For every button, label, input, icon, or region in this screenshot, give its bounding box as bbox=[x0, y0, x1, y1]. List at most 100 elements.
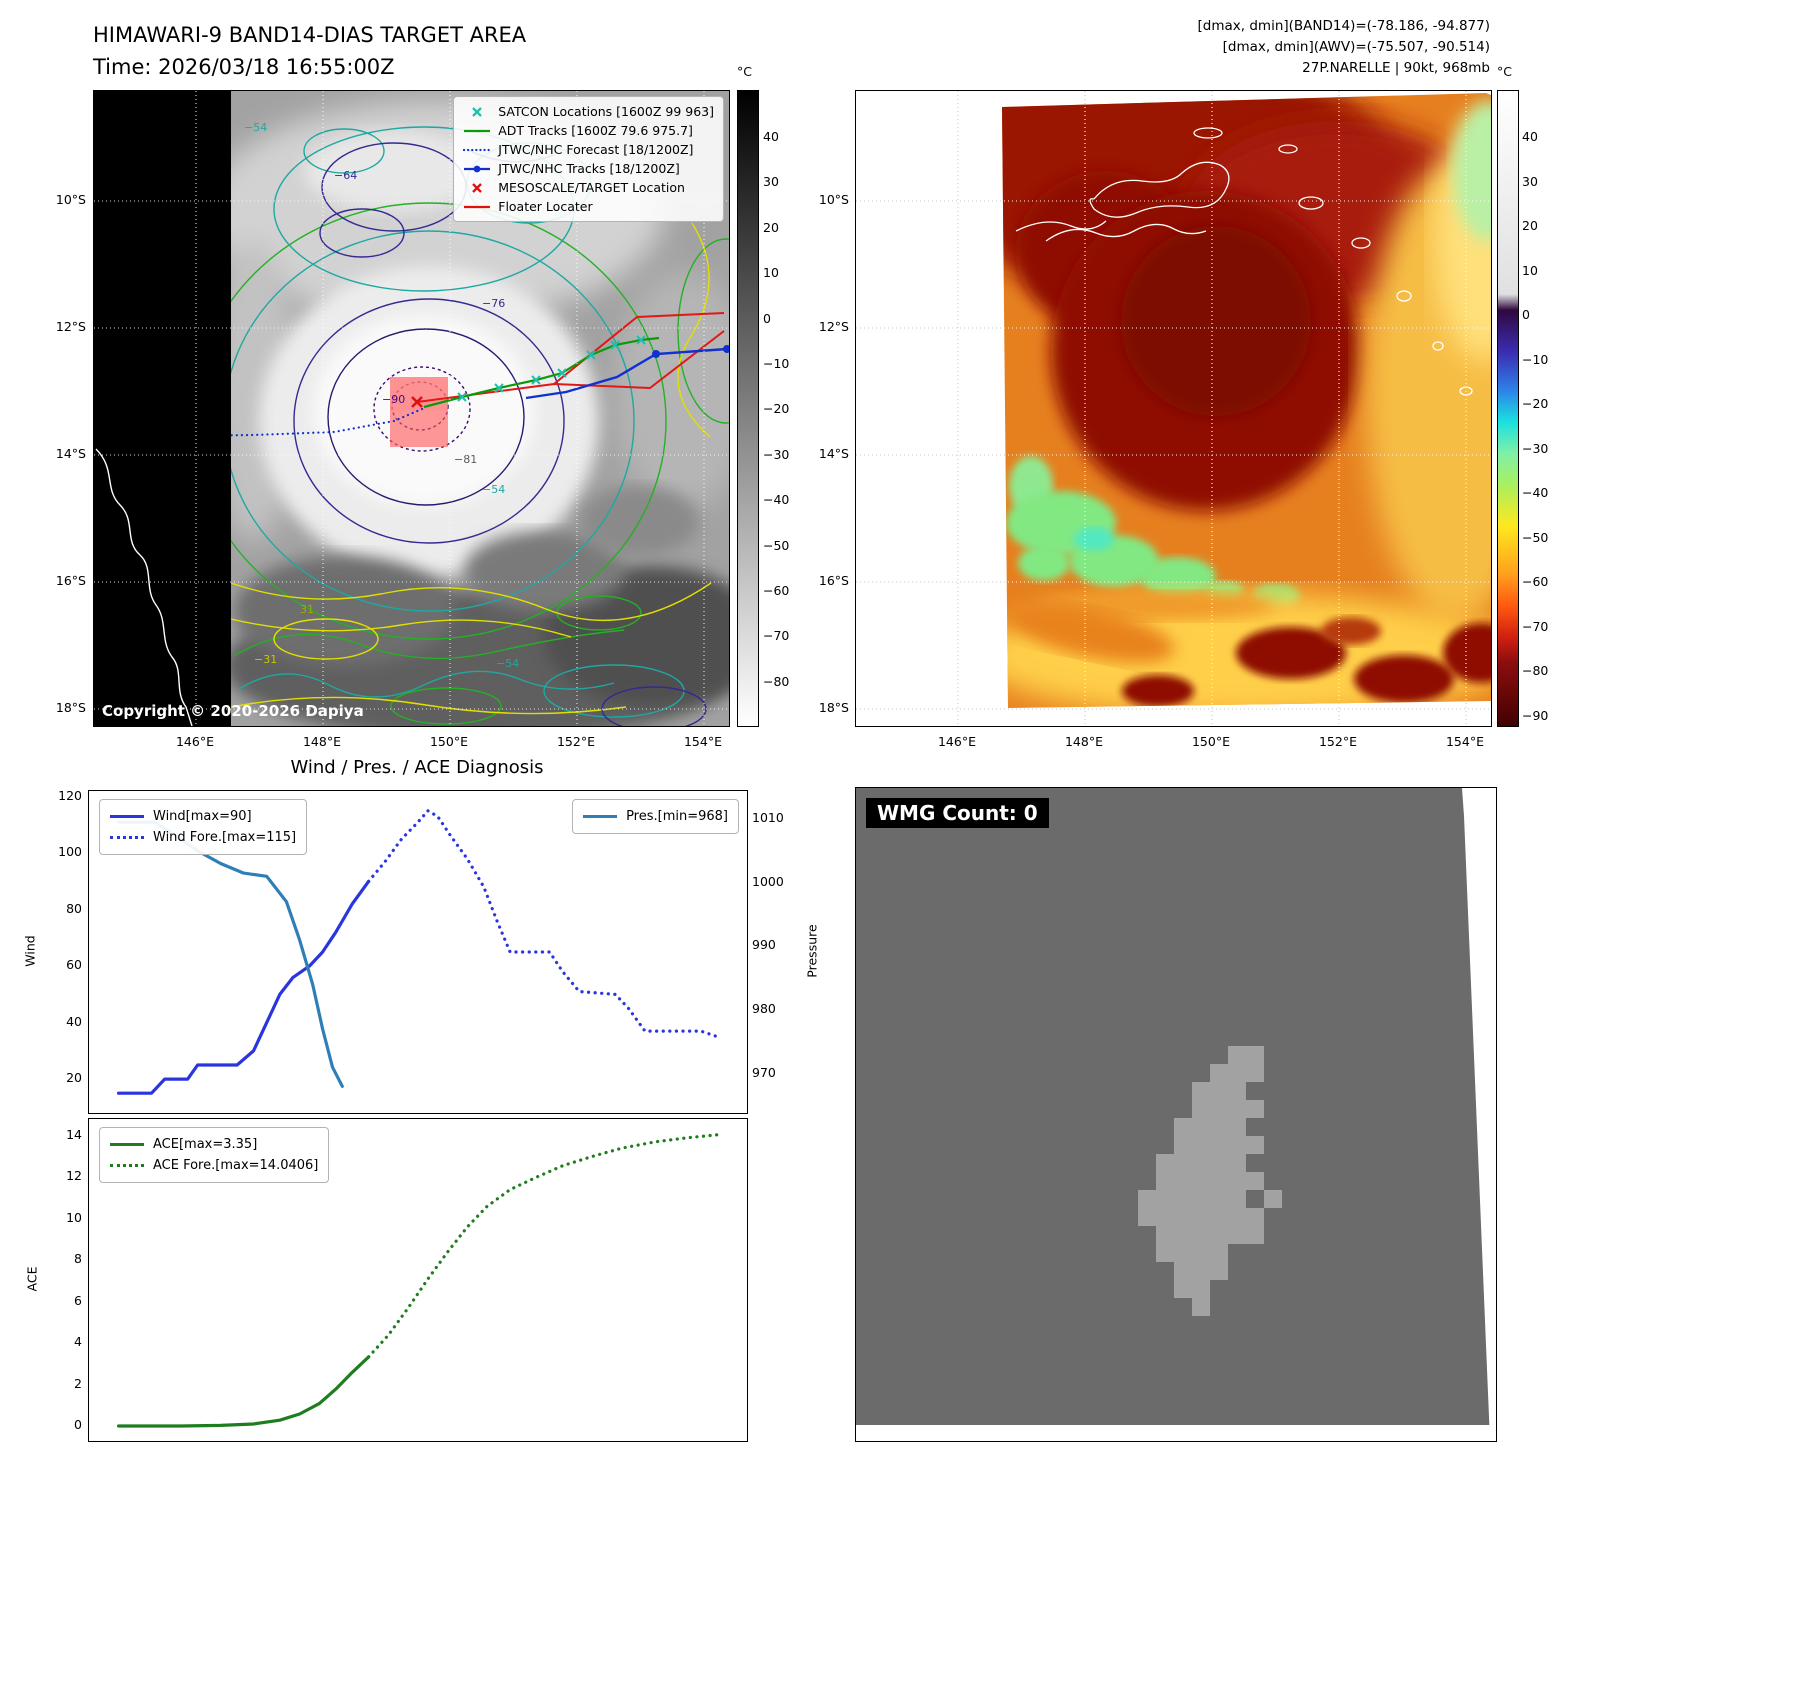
timestamp: Time: 2026/03/18 16:55:00Z bbox=[93, 54, 395, 79]
awv-colorbar-unit: °C bbox=[1497, 64, 1512, 79]
awv-colorbar bbox=[1497, 90, 1519, 727]
ace-plot bbox=[117, 1133, 720, 1428]
satcon-markers bbox=[457, 335, 646, 402]
legend-item: Wind Fore.[max=115] bbox=[110, 827, 296, 848]
colorbar-tick-label: −50 bbox=[763, 537, 790, 553]
forecast-dotted-line bbox=[231, 407, 424, 437]
colorbar-tick-label: 10 bbox=[763, 265, 779, 281]
x-marker-icon bbox=[472, 182, 483, 193]
tick-label: 980 bbox=[752, 1000, 776, 1016]
colorbar-tick-label: −50 bbox=[1522, 529, 1549, 545]
colorbar-tick-label: −40 bbox=[763, 492, 790, 508]
diagnosis-title: Wind / Pres. / ACE Diagnosis bbox=[290, 757, 544, 778]
lat-tick-label: 10°S bbox=[55, 192, 86, 207]
awv-map-panel bbox=[855, 90, 1492, 727]
legend-item: ACE[max=3.35] bbox=[110, 1134, 318, 1155]
colorbar-tick-label: 0 bbox=[1522, 307, 1530, 322]
lon-tick-label: 150°E bbox=[429, 734, 468, 749]
lon-tick-label: 154°E bbox=[683, 734, 722, 749]
map-legend-item: JTWC/NHC Forecast [18/1200Z] bbox=[463, 140, 714, 159]
tick-label: 4 bbox=[74, 1334, 82, 1350]
awv-lat-axis: 10°S 12°S 14°S 16°S 18°S bbox=[763, 90, 849, 725]
colorbar-tick-label: −10 bbox=[763, 356, 790, 371]
wmg-count-label: WMG Count: 0 bbox=[866, 798, 1049, 828]
band14-map-panel: −54 −64 −76 −90 −81 −54 −54 31 −31 SATCO… bbox=[93, 90, 730, 727]
lat-tick-label: 14°S bbox=[55, 446, 86, 461]
band14-header: HIMAWARI-9 BAND14-DIAS TARGET AREA Time:… bbox=[93, 20, 526, 83]
legend-label: Wind Fore.[max=115] bbox=[153, 830, 297, 845]
awv-raster bbox=[1002, 93, 1491, 708]
colorbar-tick-label: −90 bbox=[1522, 707, 1549, 723]
svg-text:−31: −31 bbox=[254, 653, 277, 666]
series-Pres.[min=968] bbox=[117, 820, 344, 1088]
band14-colorbar-ticks: 40 30 20 10 0 −10 −20 −30 −40 −50 −60 −70 −80 bbox=[763, 90, 807, 725]
colorbar-tick-label: −60 bbox=[1522, 574, 1549, 589]
colorbar-tick-label: 40 bbox=[763, 129, 779, 144]
dmax-dmin-band14: [dmax, dmin](BAND14)=(-78.186, -94.877) bbox=[1197, 18, 1490, 34]
svg-text:−54: −54 bbox=[496, 657, 519, 670]
series-Wind Fore.[max=115] bbox=[367, 809, 720, 1039]
map-legend: SATCON Locations [1600Z 99 963] ADT Track… bbox=[453, 96, 724, 222]
dotted-line-icon bbox=[110, 836, 144, 839]
svg-text:31: 31 bbox=[300, 603, 314, 616]
tick-label: 1010 bbox=[752, 810, 784, 825]
ace-axis-label: ACE bbox=[24, 1266, 40, 1292]
awv-lon-axis: 146°E 148°E 150°E 152°E 154°E bbox=[855, 731, 1490, 751]
tick-label: 20 bbox=[66, 1070, 82, 1086]
wind-yaxis-ticks: 20 40 60 80 100 120 bbox=[40, 787, 82, 1112]
dotted-marker-icon bbox=[463, 148, 492, 151]
lat-tick-label: 18°S bbox=[55, 700, 86, 715]
colorbar-tick-label: 20 bbox=[1522, 218, 1538, 233]
svg-text:−81: −81 bbox=[454, 453, 477, 466]
lat-tick-label: 12°S bbox=[818, 319, 849, 334]
line-icon bbox=[583, 815, 618, 818]
lon-tick-label: 148°E bbox=[302, 734, 341, 749]
x-marker-icon bbox=[472, 106, 483, 117]
legend-item: Pres.[min=968] bbox=[583, 806, 728, 827]
legend-label: ACE[max=3.35] bbox=[153, 1137, 258, 1152]
lat-tick-label: 12°S bbox=[55, 319, 86, 334]
map-legend-label: MESOSCALE/TARGET Location bbox=[498, 180, 685, 195]
lon-tick-label: 146°E bbox=[937, 734, 976, 749]
line-icon bbox=[110, 815, 144, 818]
tick-label: 8 bbox=[74, 1251, 82, 1267]
lat-tick-label: 16°S bbox=[818, 573, 849, 588]
wmg-blob bbox=[1138, 1046, 1282, 1316]
tick-label: 990 bbox=[752, 937, 776, 953]
colorbar-tick-label: −70 bbox=[1522, 618, 1549, 634]
line-marker-icon bbox=[464, 205, 491, 208]
tick-label: 1000 bbox=[752, 873, 784, 889]
storm-id-intensity: 27P.NARELLE | 90kt, 968mb bbox=[1302, 59, 1490, 76]
pressure-legend: Pres.[min=968] bbox=[572, 799, 739, 834]
awv-map-image bbox=[856, 91, 1491, 726]
tick-label: 970 bbox=[752, 1064, 776, 1080]
tick-label: 12 bbox=[66, 1168, 82, 1184]
lon-tick-label: 152°E bbox=[556, 734, 595, 749]
lat-tick-label: 10°S bbox=[818, 192, 849, 207]
tick-label: 100 bbox=[58, 844, 82, 860]
tick-label: 14 bbox=[66, 1126, 82, 1142]
lon-tick-label: 154°E bbox=[1445, 734, 1484, 749]
svg-text:−64: −64 bbox=[334, 169, 357, 182]
svg-text:−90: −90 bbox=[382, 393, 405, 406]
coastline bbox=[95, 448, 193, 726]
lat-tick-label: 14°S bbox=[818, 446, 849, 461]
map-legend-item: JTWC/NHC Tracks [18/1200Z] bbox=[463, 159, 714, 178]
awv-colorbar-ticks: 40 30 20 10 0 −10 −20 −30 −40 −50 −60 −70 −80 −90 bbox=[1522, 90, 1566, 725]
tick-label: 120 bbox=[58, 787, 82, 803]
colorbar-tick-label: −70 bbox=[763, 628, 790, 644]
storm-info-block: [dmax, dmin](BAND14)=(-78.186, -94.877) … bbox=[1198, 16, 1490, 79]
colorbar-tick-label: −60 bbox=[763, 583, 790, 598]
legend-label: Wind[max=90] bbox=[153, 809, 252, 824]
colorbar-tick-label: 10 bbox=[1522, 262, 1538, 278]
wind-axis-label: Wind bbox=[22, 935, 38, 967]
band14-lat-axis: 10°S 12°S 14°S 16°S 18°S bbox=[0, 90, 86, 725]
colorbar-tick-label: −20 bbox=[1522, 396, 1549, 411]
colorbar-tick-label: −80 bbox=[1522, 663, 1549, 678]
lat-tick-label: 16°S bbox=[55, 573, 86, 588]
tick-label: 10 bbox=[66, 1209, 82, 1225]
colorbar-tick-label: 40 bbox=[1522, 129, 1538, 144]
colorbar-tick-label: 30 bbox=[763, 174, 779, 190]
mesoscale-target-marker bbox=[411, 396, 423, 408]
